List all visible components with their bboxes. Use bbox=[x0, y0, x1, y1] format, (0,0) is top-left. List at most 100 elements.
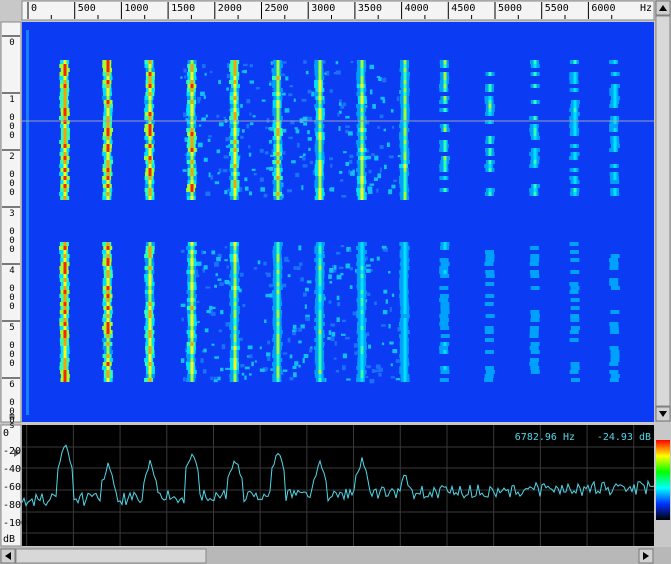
harmonic-core bbox=[190, 310, 194, 314]
noise bbox=[371, 368, 375, 373]
harmonic-core bbox=[63, 322, 67, 326]
harmonic-core bbox=[190, 354, 194, 358]
noise bbox=[385, 299, 388, 304]
frequency-label: 0 bbox=[31, 3, 37, 14]
harmonic-core bbox=[488, 330, 492, 334]
noise bbox=[249, 64, 253, 68]
harmonic-core bbox=[190, 192, 194, 196]
noise bbox=[185, 118, 189, 121]
harmonic-core bbox=[63, 330, 67, 334]
harmonic-core bbox=[573, 124, 577, 128]
noise bbox=[365, 375, 369, 379]
harmonic-core bbox=[276, 168, 280, 172]
harmonic-core bbox=[63, 172, 67, 176]
noise bbox=[349, 267, 354, 271]
harmonic-core bbox=[488, 104, 492, 108]
harmonic-core bbox=[148, 84, 152, 88]
harmonic-core bbox=[360, 290, 364, 294]
noise bbox=[287, 189, 293, 193]
harmonic-core bbox=[233, 322, 237, 326]
harmonic-core bbox=[106, 322, 110, 326]
harmonic-core bbox=[106, 160, 110, 164]
harmonic-core bbox=[233, 68, 237, 72]
harmonic-core bbox=[443, 140, 447, 144]
harmonic-core bbox=[318, 92, 322, 96]
harmonic-core bbox=[573, 290, 577, 294]
harmonic-core bbox=[106, 172, 110, 176]
harmonic-core bbox=[613, 116, 617, 120]
harmonic-core bbox=[106, 128, 110, 132]
harmonic-core bbox=[106, 290, 110, 294]
harmonic-core bbox=[488, 108, 492, 112]
harmonic-core bbox=[443, 168, 447, 172]
noise bbox=[305, 316, 310, 322]
harmonic-core bbox=[573, 370, 577, 374]
harmonic-core bbox=[360, 282, 364, 286]
harmonic-core bbox=[488, 168, 492, 172]
harmonic-core bbox=[106, 64, 110, 68]
harmonic-core bbox=[148, 100, 152, 104]
harmonic-core bbox=[276, 282, 280, 286]
noise bbox=[265, 126, 268, 129]
noise bbox=[330, 323, 336, 327]
harmonic-core bbox=[190, 148, 194, 152]
harmonic-core bbox=[233, 180, 237, 184]
harmonic-core bbox=[106, 354, 110, 358]
harmonic-core bbox=[276, 72, 280, 76]
noise bbox=[346, 246, 351, 252]
harmonic-core bbox=[233, 88, 237, 92]
noise bbox=[377, 126, 380, 129]
harmonic-core bbox=[190, 112, 194, 116]
harmonic-core bbox=[488, 378, 492, 382]
frequency-ruler bbox=[21, 0, 655, 21]
harmonic-core bbox=[488, 84, 492, 88]
harmonic-core bbox=[106, 120, 110, 124]
scroll-thumb[interactable] bbox=[655, 15, 671, 407]
harmonic-core bbox=[63, 132, 67, 136]
harmonic-core bbox=[443, 246, 447, 250]
harmonic-core bbox=[148, 286, 152, 290]
noise bbox=[329, 157, 334, 161]
harmonic-core bbox=[533, 128, 537, 132]
noise bbox=[340, 179, 344, 182]
noise bbox=[184, 75, 187, 79]
scroll-thumb-h[interactable] bbox=[15, 548, 207, 564]
harmonic-core bbox=[106, 374, 110, 378]
harmonic-core bbox=[403, 184, 407, 188]
harmonic-core bbox=[233, 192, 237, 196]
noise bbox=[249, 122, 254, 126]
harmonic-core bbox=[613, 84, 617, 88]
harmonic-core bbox=[403, 108, 407, 112]
harmonic-core bbox=[403, 374, 407, 378]
harmonic-core bbox=[360, 338, 364, 342]
noise bbox=[252, 115, 256, 118]
harmonic-core bbox=[106, 92, 110, 96]
noise bbox=[304, 304, 307, 309]
noise bbox=[211, 306, 216, 310]
harmonic-core bbox=[148, 112, 152, 116]
harmonic-core bbox=[233, 294, 237, 298]
harmonic-core bbox=[63, 88, 67, 92]
noise bbox=[198, 124, 202, 127]
harmonic-core bbox=[276, 116, 280, 120]
noise bbox=[226, 73, 230, 79]
harmonic-core bbox=[318, 354, 322, 358]
harmonic-core bbox=[318, 160, 322, 164]
noise bbox=[214, 181, 220, 185]
harmonic-core bbox=[276, 88, 280, 92]
noise bbox=[293, 98, 296, 102]
harmonic-core bbox=[276, 378, 280, 382]
harmonic-core bbox=[443, 350, 447, 354]
noise bbox=[214, 284, 217, 288]
harmonic-core bbox=[403, 152, 407, 156]
harmonic-core bbox=[360, 262, 364, 266]
harmonic-core bbox=[443, 80, 447, 84]
harmonic-core bbox=[148, 246, 152, 250]
noise bbox=[390, 363, 393, 367]
harmonic-core bbox=[318, 294, 322, 298]
noise bbox=[246, 99, 251, 104]
noise bbox=[244, 186, 249, 191]
harmonic-core bbox=[233, 278, 237, 282]
harmonic-core bbox=[63, 156, 67, 160]
noise bbox=[308, 116, 313, 121]
